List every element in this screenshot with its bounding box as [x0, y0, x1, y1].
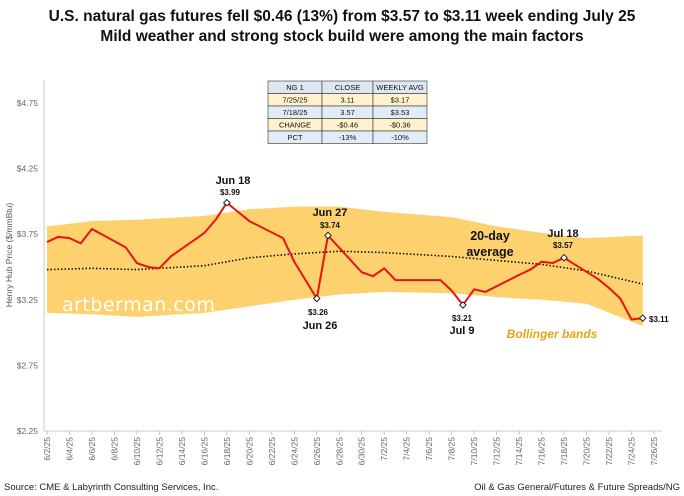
price-point-marker [312, 294, 321, 303]
table-cell-text: CLOSE [335, 83, 360, 92]
average-label-line-1: 20-day [470, 229, 510, 243]
annotation-jun27-date: Jun 27 [313, 207, 348, 219]
x-tick-label: 6/18/25 [222, 437, 232, 466]
price-point-marker [638, 314, 647, 323]
bollinger-band-area [47, 206, 643, 327]
y-tick-label: $2.75 [17, 360, 39, 370]
average-label-line-2: average [466, 245, 513, 259]
x-tick-label: 6/20/25 [244, 437, 254, 466]
y-tick-labels: $2.25 $2.75 $3.25 $3.75 $4.25 $4.75 [17, 98, 39, 436]
x-tick-label: 7/12/25 [492, 437, 502, 466]
annotation-jun26-value: $3.26 [308, 308, 329, 317]
price-points [223, 198, 647, 323]
x-tick-label: 7/6/25 [424, 437, 434, 461]
y-tick-label: $4.25 [17, 164, 39, 174]
x-tick-label: 6/6/25 [87, 437, 97, 461]
table-cell-text: WEEKLY AVG [376, 83, 424, 92]
summary-table: NG 1 CLOSE WEEKLY AVG 7/25/25 3.11 $3.17 7/18/… [267, 80, 428, 144]
table-cell-text: PCT [288, 133, 303, 142]
x-tick-label: 7/24/25 [627, 437, 637, 466]
annotation-jun18-value: $3.99 [220, 188, 241, 197]
bollinger-bands-label: Bollinger bands [507, 327, 598, 341]
x-tick-label: 7/8/25 [447, 437, 457, 461]
x-tick-label: 6/2/25 [42, 437, 52, 461]
x-tick-label: 7/26/25 [649, 437, 659, 466]
y-tick-label: $4.75 [17, 98, 39, 108]
annotation-jun26-date: Jun 26 [303, 320, 338, 332]
annotation-jun18-date: Jun 18 [216, 175, 251, 187]
x-tick-label: 6/8/25 [109, 437, 119, 461]
price-line [46, 201, 643, 321]
table-cell-text: 3.57 [340, 108, 355, 117]
y-axis-label: Henry Hub Price ($/mmBtu) [4, 203, 14, 308]
chart-title-line-1: U.S. natural gas futures fell $0.46 (13%… [49, 8, 636, 25]
table-cell-text: 7/18/25 [282, 108, 307, 117]
price-point-marker [324, 231, 332, 240]
x-tick-label: 6/30/25 [357, 437, 367, 466]
table-cell-text: -$0.46 [337, 121, 358, 130]
x-tick-label: 7/4/25 [402, 437, 412, 461]
annotation-jul9-value: $3.21 [452, 314, 473, 323]
x-tick-label: 7/14/25 [514, 437, 524, 466]
x-tick-label: 6/28/25 [334, 437, 344, 466]
x-tick-label: 6/24/25 [289, 437, 299, 466]
axis-lines [43, 80, 662, 432]
footer-path: Oil & Gas General/Futures & Future Sprea… [474, 482, 680, 493]
table-cell-text: -13% [339, 133, 357, 142]
x-tick-label: 7/2/25 [379, 437, 389, 461]
x-tick-label: 7/20/25 [582, 437, 592, 466]
table-cell-text: NG 1 [286, 83, 304, 92]
chart-title-line-2: Mild weather and strong stock build were… [100, 28, 583, 45]
table-cell-text: $3.17 [391, 96, 410, 105]
watermark: artberman.com [62, 294, 215, 316]
price-point-marker [560, 253, 568, 262]
table-cell-text: -10% [391, 133, 409, 142]
x-tick-label: 7/16/25 [537, 437, 547, 466]
table-cell-text: 3.11 [340, 96, 354, 105]
annotation-last-value: $3.11 [649, 315, 669, 324]
x-tick-label: 6/14/25 [177, 437, 187, 466]
annotation-jul18-value: $3.57 [553, 241, 574, 250]
annotation-jul18-date: Jul 18 [547, 228, 578, 240]
footer-source: Source: CME & Labyrinth Consulting Servi… [4, 482, 218, 493]
price-point-marker [459, 301, 467, 309]
x-tick-label: 6/12/25 [154, 437, 164, 466]
table-cell-text: -$0.36 [389, 121, 410, 130]
y-tick-label: $2.25 [17, 426, 39, 436]
annotation-jun27-value: $3.74 [320, 221, 341, 230]
x-tick-label: 6/26/25 [312, 437, 322, 466]
x-tick-label: 6/16/25 [199, 437, 209, 466]
x-tick-label: 7/18/25 [559, 437, 569, 466]
table-cell-text: CHANGE [279, 121, 311, 130]
x-tick-label: 6/4/25 [64, 437, 74, 461]
x-tick-labels: 6/2/25 6/4/25 6/6/25 6/8/25 6/10/25 6/12/25 6/… [42, 431, 659, 465]
price-point-marker [223, 198, 231, 207]
annotation-jul9-date: Jul 9 [449, 325, 474, 337]
y-tick-label: $3.25 [17, 295, 39, 305]
x-tick-label: 7/10/25 [469, 437, 479, 466]
y-tick-label: $3.75 [17, 229, 39, 239]
table-cell [372, 130, 428, 144]
table-cell-text: $3.53 [391, 108, 410, 117]
x-tick-label: 6/22/25 [267, 437, 277, 466]
x-tick-label: 6/10/25 [132, 437, 142, 466]
table-cell-text: 7/25/25 [282, 96, 307, 105]
x-tick-label: 7/22/25 [604, 437, 614, 466]
